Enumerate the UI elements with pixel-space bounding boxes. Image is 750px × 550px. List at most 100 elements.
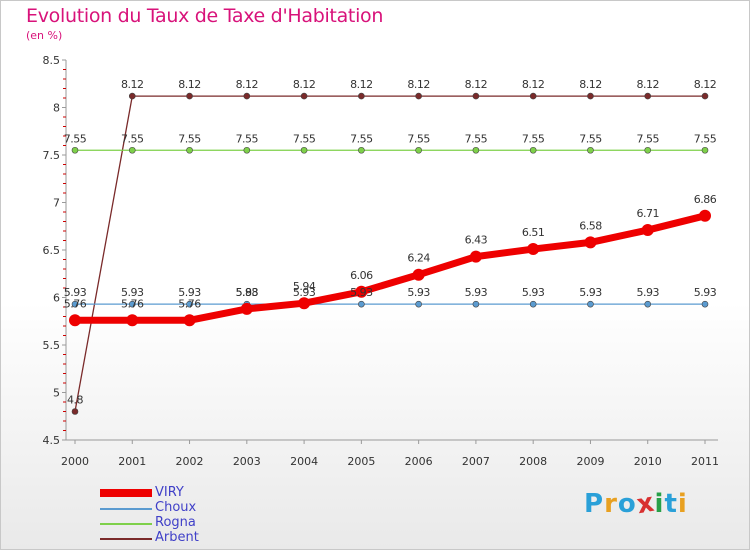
y-tick-label: 8 [53,102,60,115]
data-label-choux: 5.93 [178,286,201,299]
data-point-rogna [472,146,480,154]
data-label-viry: 6.51 [522,226,545,239]
data-point-viry [699,209,711,222]
data-point-arbent [529,92,537,100]
data-label-rogna: 7.55 [465,132,488,145]
data-label-choux: 5.93 [236,286,259,299]
x-tick-label: 2009 [576,455,604,468]
data-label-arbent: 4.8 [67,394,83,407]
data-label-rogna: 7.55 [236,132,259,145]
y-tick-label: 7 [53,197,60,210]
legend-swatch-arbent [100,538,152,540]
series-line-viry [75,212,706,324]
chart-unit-label: (en %) [26,29,63,42]
data-label-viry: 6.71 [636,207,659,220]
data-label-arbent: 8.12 [694,78,717,91]
data-point-viry [641,224,654,237]
data-point-arbent [472,92,480,100]
data-label-rogna: 7.55 [178,132,201,145]
data-point-viry [69,314,81,327]
data-point-arbent [701,92,709,100]
legend-item-arbent: Arbent [100,530,260,546]
data-label-choux: 5.93 [579,286,602,299]
data-point-viry [183,314,196,327]
y-tick-label: 6.5 [43,244,61,257]
data-point-viry [355,285,368,298]
data-label-viry: 5.76 [121,297,144,310]
x-tick-label: 2004 [290,455,318,468]
series-line-arbent [74,95,705,412]
data-point-choux [358,300,365,308]
data-label-viry: 5.94 [293,280,316,293]
data-label-rogna: 7.55 [121,132,144,145]
data-point-choux [472,300,480,308]
legend-item-choux: Choux [100,500,260,516]
legend-item-viry: VIRY [100,485,260,501]
data-label-choux: 5.93 [293,286,316,299]
data-label-rogna: 7.55 [407,132,430,145]
data-label-choux: 5.93 [465,286,488,299]
data-label-viry: 5.76 [178,297,201,310]
data-label-viry: 5.88 [236,286,259,299]
chart-data-labels: 4.8 8.12 8.12 8.12 8.12 8.12 8.12 8.12 8.12 8.12 8… [64,78,717,406]
data-label-viry: 6.06 [350,269,373,282]
data-label-choux: 5.93 [121,286,144,299]
legend-swatch-viry [100,489,152,497]
data-label-rogna: 7.55 [579,132,602,145]
data-point-rogna [186,146,193,154]
data-label-choux: 5.93 [407,286,430,299]
data-point-rogna [243,146,251,154]
data-point-rogna [415,146,422,154]
data-point-choux [128,300,136,308]
x-tick-label: 2006 [405,455,433,468]
data-label-choux: 5.93 [522,286,545,299]
logo-letter: P [584,489,605,519]
x-tick-label: 2010 [634,455,662,468]
series-arbent [71,92,709,415]
legend-label-rogna: Rogna [155,515,196,530]
data-point-choux [529,300,537,308]
data-label-viry: 5.76 [64,297,87,310]
data-label-choux: 5.93 [64,286,87,299]
x-tick-label: 2005 [347,455,375,468]
data-label-arbent: 8.12 [350,78,373,91]
data-point-arbent [358,92,365,100]
data-point-arbent [71,408,79,415]
legend-swatch-rogna [100,523,152,525]
chart-axes: 4.5 5 5.5 6 6.5 7 7.5 8 8.5 2000 2001 2002 2003 2004 2… [43,54,720,468]
data-label-rogna: 7.55 [293,132,316,145]
data-point-viry [584,236,597,249]
logo-letter: t [664,489,678,519]
legend-label-choux: Choux [155,500,197,515]
data-label-arbent: 8.12 [522,78,545,91]
y-tick-label: 4.5 [43,434,61,447]
data-point-viry [126,314,139,327]
data-point-choux [644,300,652,308]
data-point-arbent [186,92,193,100]
x-tick-label: 2003 [233,455,261,468]
series-viry [69,209,711,327]
y-tick-label: 6 [53,292,60,305]
data-point-rogna [529,146,537,154]
data-point-arbent [300,92,308,100]
y-tick-label: 8.5 [43,54,61,67]
data-label-arbent: 8.12 [121,78,144,91]
data-label-rogna: 7.55 [350,132,373,145]
x-tick-label: 2011 [691,455,719,468]
data-label-arbent: 8.12 [236,78,259,91]
data-label-arbent: 8.12 [465,78,488,91]
data-point-viry [412,268,425,281]
data-point-viry [469,250,482,263]
data-label-arbent: 8.12 [178,78,201,91]
proxiti-logo: Proxiti [584,488,688,521]
chart-legend: VIRY Choux Rogna Arbent [100,485,260,546]
data-label-arbent: 8.12 [293,78,316,91]
x-tick-label: 2007 [462,455,490,468]
x-tick-label: 2000 [61,455,89,468]
logo-letter: i [677,489,688,519]
y-tick-label: 5.5 [43,339,61,352]
data-point-arbent [415,92,422,100]
data-label-arbent: 8.12 [636,78,659,91]
